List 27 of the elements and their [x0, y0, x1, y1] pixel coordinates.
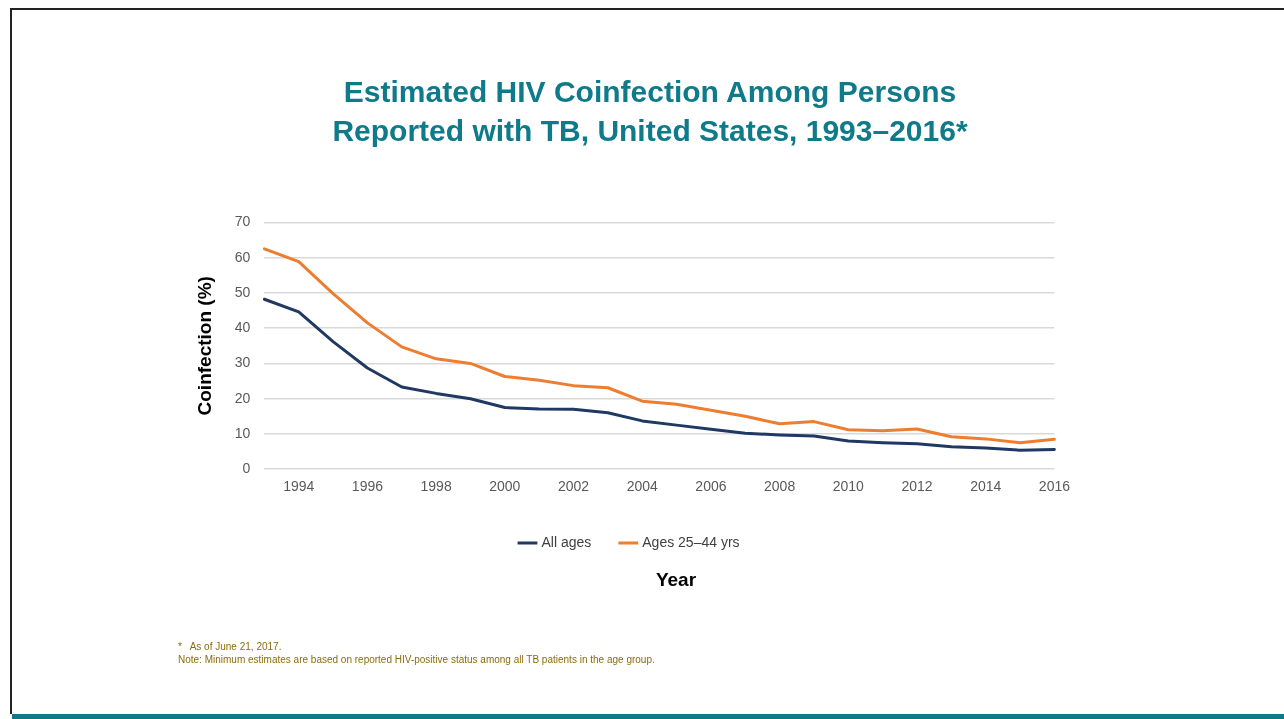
y-tick-label: 60	[234, 248, 251, 265]
x-tick-label: 2004	[626, 478, 659, 495]
y-tick-label: 30	[234, 354, 251, 371]
text: Note: Minimum estimates are based on reported HIV-positive status among all TB patients in the age group.	[178, 653, 655, 666]
x-tick-label: 2002	[557, 478, 590, 495]
y-tick-label: 70	[234, 213, 251, 230]
x-tick-label: 2014	[970, 478, 1002, 495]
x-tick-label: 1996	[351, 478, 384, 495]
y-axis-title: Coinfection (%)	[193, 276, 215, 416]
y-tick-label: 0	[242, 460, 251, 477]
x-tick-label: 1994	[283, 478, 315, 495]
y-tick-label: 20	[234, 389, 251, 406]
x-tick-label: 2006	[695, 478, 727, 495]
x-tick-label: 2010	[832, 478, 865, 495]
x-axis-title: Year	[654, 569, 698, 591]
y-tick-label: 50	[234, 283, 251, 300]
y-tick-label: 40	[234, 319, 251, 336]
x-tick-label: 2016	[1038, 478, 1071, 495]
x-tick-label: 2012	[901, 478, 933, 495]
chart-title: Estimated HIV Coinfection Among Persons Reported with TB, United States, 1993–2016*	[331, 74, 969, 149]
legend-label: All ages	[541, 533, 592, 550]
x-tick-label: 1998	[420, 478, 452, 495]
x-tick-label: 2008	[764, 478, 796, 495]
x-tick-label: 2000	[489, 478, 521, 495]
legend-label: Ages 25–44 yrs	[642, 533, 740, 550]
text: * As of June 21, 2017.	[178, 640, 283, 653]
y-tick-label: 10	[234, 424, 251, 441]
